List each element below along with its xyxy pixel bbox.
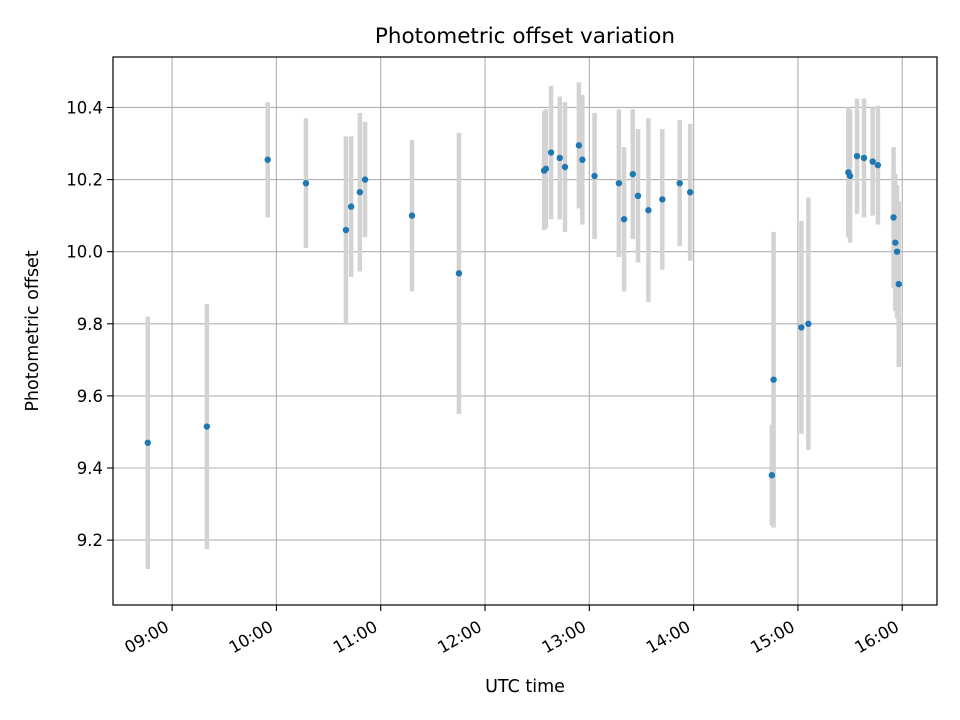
data-point xyxy=(770,376,777,383)
data-point xyxy=(408,212,416,219)
data-point xyxy=(634,192,642,200)
chart-title: Photometric offset variation xyxy=(375,24,675,49)
data-point xyxy=(556,154,563,162)
data-point xyxy=(846,172,854,180)
data-point xyxy=(645,207,652,214)
data-point xyxy=(561,163,569,171)
data-point xyxy=(893,248,901,255)
data-point xyxy=(629,170,636,178)
data-point xyxy=(798,324,805,331)
y-tick-label: 10.0 xyxy=(66,243,103,262)
y-tick-label: 9.2 xyxy=(77,531,103,550)
data-point xyxy=(547,149,555,156)
data-point xyxy=(895,280,902,288)
data-point xyxy=(659,196,666,203)
data-point xyxy=(579,156,586,163)
data-point xyxy=(676,179,683,187)
plot-frame xyxy=(112,56,938,606)
data-point xyxy=(874,161,882,169)
data-point xyxy=(768,472,776,479)
y-tick-label: 9.4 xyxy=(77,459,103,478)
data-point xyxy=(805,320,812,327)
data-point xyxy=(264,156,271,163)
data-point xyxy=(302,179,310,187)
y-tick-label: 9.8 xyxy=(77,315,103,334)
x-axis-label: UTC time xyxy=(485,677,565,697)
data-point xyxy=(853,152,861,160)
data-point xyxy=(342,226,350,234)
data-point xyxy=(361,176,369,183)
data-point xyxy=(860,154,868,162)
y-axis: 9.2 9.4 9.6 9.8 10.0 10.2 10.4 xyxy=(66,98,113,550)
y-tick-label: 9.6 xyxy=(77,387,103,406)
data-point xyxy=(869,158,876,165)
data-point xyxy=(347,203,355,210)
data-point xyxy=(686,188,694,196)
data-points xyxy=(144,142,902,479)
data-point xyxy=(591,172,598,180)
data-point xyxy=(620,216,628,223)
data-point xyxy=(890,214,897,221)
data-point xyxy=(892,239,899,246)
y-axis-label: Photometric offset xyxy=(23,250,43,411)
data-point xyxy=(203,423,211,430)
y-tick-label: 10.4 xyxy=(66,98,103,117)
data-point xyxy=(455,270,463,277)
data-point xyxy=(615,179,623,187)
data-point xyxy=(575,142,583,149)
data-point xyxy=(144,439,151,446)
data-point xyxy=(542,165,550,172)
y-tick-label: 10.2 xyxy=(66,171,103,190)
data-point xyxy=(356,188,364,196)
